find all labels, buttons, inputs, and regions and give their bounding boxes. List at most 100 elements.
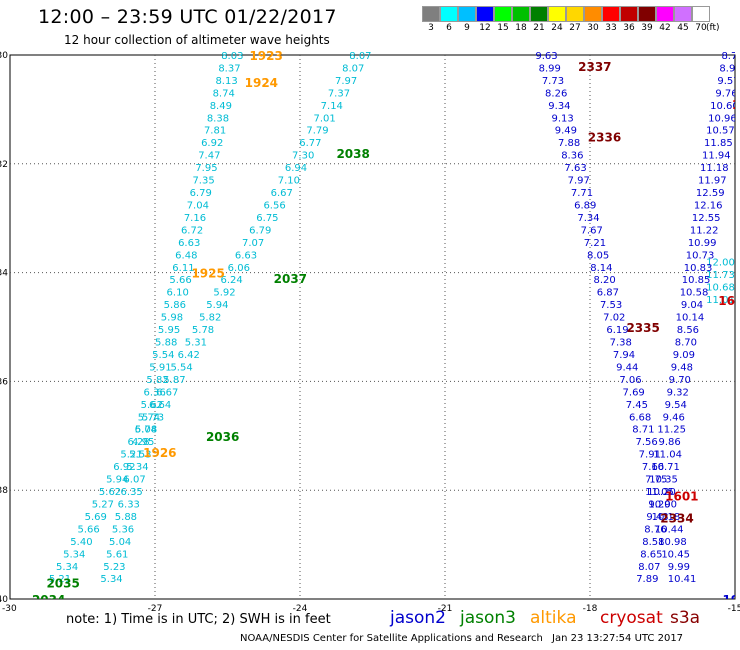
wave-height-value: 7.01 — [314, 113, 336, 124]
page-subtitle: 12 hour collection of altimeter wave hei… — [64, 33, 330, 47]
scale-swatch — [476, 6, 494, 22]
scale-label: 45 — [677, 23, 689, 33]
scale-label: 9 — [464, 23, 470, 33]
wave-height-value: 5.34 — [63, 549, 85, 560]
wave-height-value: 10.99 — [688, 238, 717, 249]
wave-height-value: 11.04 — [653, 450, 682, 461]
wave-height-value: 8.03 — [221, 51, 243, 62]
wave-height-value: 10.73 — [686, 250, 715, 261]
track-values: 8.038.378.138.748.498.387.816.927.477.95… — [32, 49, 740, 607]
wave-height-value: 8.71 — [632, 425, 654, 436]
wave-height-value: 12.55 — [692, 213, 721, 224]
wave-height-value: 7.81 — [204, 126, 226, 137]
wave-height-value: 5.54 — [170, 362, 192, 373]
scale-unit: (ft) — [706, 23, 720, 33]
scale-swatch — [584, 6, 602, 22]
wave-height-value: 7.45 — [626, 400, 648, 411]
wave-height-value: 8.99 — [539, 63, 561, 74]
wave-height-value: 7.07 — [242, 238, 264, 249]
wave-height-value: 6.10 — [167, 288, 189, 299]
wave-height-value: 11.25 — [657, 425, 686, 436]
pass-id-label: 2034 — [32, 593, 65, 607]
wave-height-value: 6.35 — [121, 487, 143, 498]
wave-height-value: 6.19 — [606, 325, 628, 336]
wave-height-value: 4.95 — [132, 437, 154, 448]
scale-label: 27 — [569, 23, 581, 33]
wave-height-value: 8.13 — [215, 76, 237, 87]
scale-swatch — [548, 6, 566, 22]
wave-height-value: 8.56 — [677, 325, 699, 336]
lon-tick-label: -30 — [2, 604, 17, 614]
wave-height-value: 6.11 — [172, 263, 194, 274]
legend-entry-altika: altika — [530, 608, 577, 628]
lat-tick-label: -32 — [0, 160, 8, 170]
wave-height-value: 7.88 — [558, 138, 580, 149]
wave-height-value: 7.02 — [603, 313, 625, 324]
map-frame — [9, 54, 736, 600]
wave-height-value: 6.75 — [256, 213, 278, 224]
wave-height-value: 7.38 — [610, 338, 632, 349]
wave-height-value: 8.49 — [210, 101, 232, 112]
wave-height-value: 5.53 — [129, 450, 151, 461]
wave-height-value: 5.31 — [185, 338, 207, 349]
wave-height-value: 8.14 — [590, 263, 612, 274]
scale-label: 30 — [587, 23, 599, 33]
wave-height-value: 5.54 — [152, 350, 174, 361]
scale-swatch — [566, 6, 584, 22]
wave-height-value: 6.06 — [228, 263, 250, 274]
wave-height-value: 7.71 — [571, 188, 593, 199]
scale-label: 3 — [428, 23, 434, 33]
wave-height-value: 7.67 — [581, 225, 603, 236]
wave-height-value: 5.40 — [70, 537, 92, 548]
wave-height-value: 5.34 — [56, 562, 78, 573]
wave-height-value: 6.77 — [299, 138, 321, 149]
wave-height-value: 7.97 — [335, 76, 357, 87]
wave-height-value: 10.44 — [655, 524, 684, 535]
scale-label: 6 — [446, 23, 452, 33]
lon-tick-label: -27 — [148, 604, 163, 614]
wave-height-value: 5.88 — [115, 512, 137, 523]
wave-height-value: 5.91 — [149, 362, 171, 373]
wave-height-value: 5.88 — [155, 338, 177, 349]
wave-height-value: 5.74 — [138, 412, 160, 423]
wave-height-value: 7.04 — [187, 200, 209, 211]
wave-height-value: 9.54 — [665, 400, 687, 411]
wave-height-value: 7.89 — [636, 574, 658, 585]
wave-height-value: 10.18 — [652, 512, 681, 523]
wave-height-value: 11.01 — [706, 295, 735, 306]
pass-id-label: 1601 — [665, 490, 698, 504]
pass-id-label: 194 — [722, 593, 740, 607]
wave-height-value: 6.63 — [178, 238, 200, 249]
wave-height-value: 5.62 — [141, 400, 163, 411]
wave-height-value: 7.73 — [542, 76, 564, 87]
wave-height-value: 6.67 — [156, 387, 178, 398]
lat-tick-label: -34 — [0, 269, 8, 279]
wave-height-value: 6.74 — [135, 425, 157, 436]
wave-height-value: 6.89 — [574, 200, 596, 211]
wave-height-value: 5.21 — [49, 574, 71, 585]
wave-height-value: 10.45 — [661, 549, 690, 560]
wave-height-value: 8.76 — [644, 524, 666, 535]
scale-swatch — [422, 6, 440, 22]
wave-height-value: 8.70 — [675, 338, 697, 349]
wave-height-value: 8.65 — [640, 549, 662, 560]
wave-height-value: 7.35 — [192, 176, 214, 187]
wave-height-value: 12.16 — [694, 200, 723, 211]
wave-height-value: 6.72 — [181, 225, 203, 236]
pass-id-label: 2038 — [336, 147, 369, 161]
wave-height-value: 9.86 — [659, 437, 681, 448]
wave-height-value: 7.10 — [278, 176, 300, 187]
wave-height-value: 5.87 — [163, 375, 185, 386]
wave-height-value: 7.06 — [619, 375, 641, 386]
wave-height-value: 5.66 — [169, 275, 191, 286]
legend-entry-cryosat: cryosat — [600, 608, 663, 628]
wave-height-value: 7.97 — [568, 176, 590, 187]
wave-height-value: 6.24 — [221, 275, 243, 286]
wave-height-value: 7.79 — [306, 126, 328, 137]
scale-label: 18 — [515, 23, 527, 33]
wave-height-value: 9.32 — [667, 387, 689, 398]
scale-swatch — [512, 6, 530, 22]
wave-height-value: 11.05 — [645, 487, 674, 498]
wave-height-value: 9.57 — [717, 76, 739, 87]
wave-height-value: 6.79 — [249, 225, 271, 236]
